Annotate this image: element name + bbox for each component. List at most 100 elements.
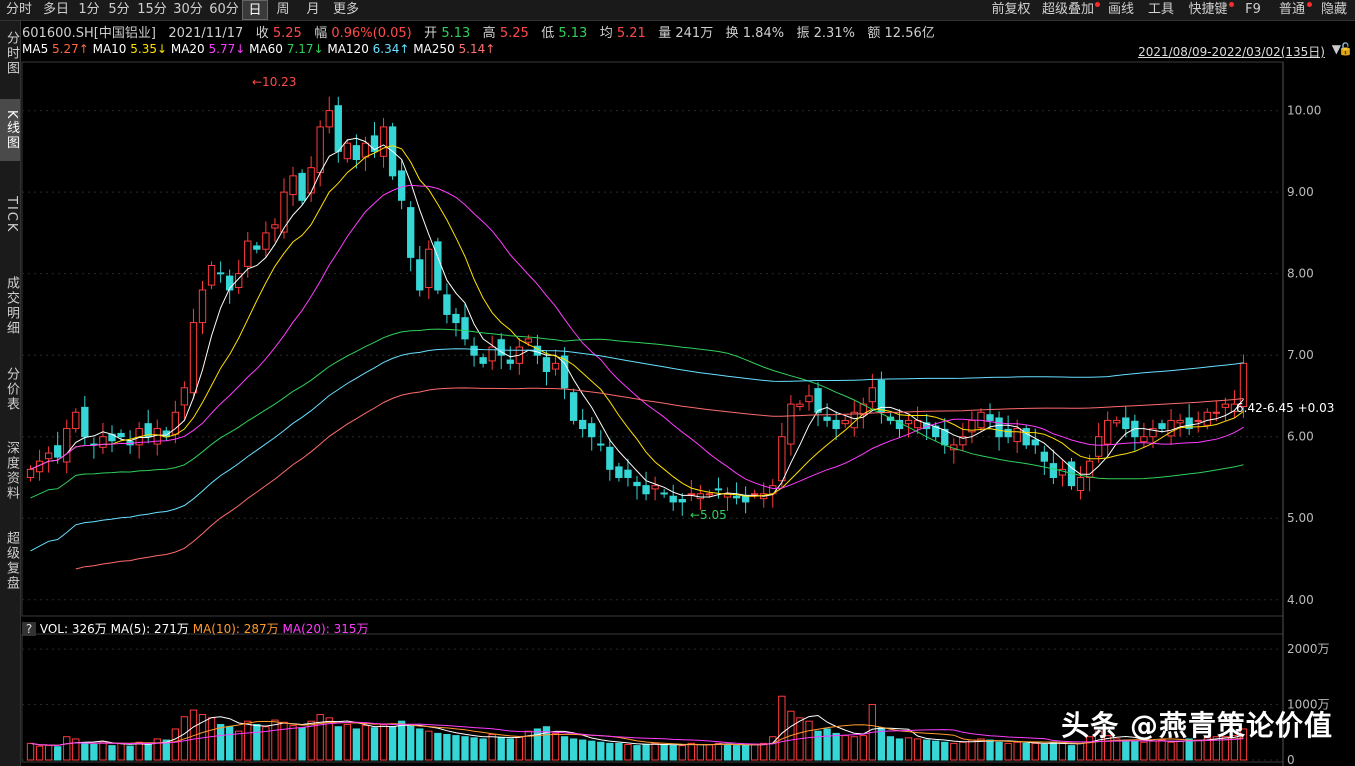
vol-ma20: MA(20): 315万 xyxy=(282,622,369,636)
period-6[interactable]: 60分 xyxy=(209,2,239,17)
volume-bar xyxy=(90,743,98,761)
volume-bar xyxy=(1185,738,1193,761)
candle-body xyxy=(597,443,605,446)
volume-bar xyxy=(216,724,225,761)
notify-dot xyxy=(1095,2,1100,7)
close-value: 5.25 xyxy=(272,26,302,41)
candle-body xyxy=(805,395,813,403)
help-icon[interactable]: ? xyxy=(22,622,36,636)
volume-bar xyxy=(1203,737,1211,761)
candle-body xyxy=(579,419,587,430)
period-5[interactable]: 30分 xyxy=(173,2,203,17)
vol-ma10: MA(10): 287万 xyxy=(192,622,279,636)
side-tab-5[interactable]: 深度资料 xyxy=(4,441,19,501)
period-7[interactable]: 日 xyxy=(242,0,268,20)
side-tab-0[interactable]: 分时图 xyxy=(4,30,19,76)
period-2[interactable]: 1分 xyxy=(78,2,100,17)
candle-body xyxy=(1239,362,1248,408)
side-tab-3[interactable]: 成交明细 xyxy=(4,276,19,336)
volume-bar xyxy=(443,733,451,761)
toolbar-right-7[interactable]: 隐藏 xyxy=(1320,2,1347,17)
toolbar-right-2[interactable]: 画线 xyxy=(1107,2,1134,17)
price-tick-3: 7.00 xyxy=(1287,348,1314,362)
volume-bar xyxy=(388,726,397,761)
volume-bar xyxy=(253,724,261,761)
ma-line-2 xyxy=(30,184,1244,490)
toolbar-right-3[interactable]: 工具 xyxy=(1147,2,1174,17)
high-annotation: ←10.23 xyxy=(252,75,296,89)
volume-bar xyxy=(479,738,487,761)
side-tab-1[interactable]: K线图 xyxy=(0,99,20,161)
period-0[interactable]: 分时 xyxy=(5,2,32,17)
volume-bar xyxy=(334,726,342,761)
date-range[interactable]: 2021/08/09-2022/03/02(135日) xyxy=(1138,45,1325,59)
candle-body xyxy=(569,392,578,421)
volume-bar xyxy=(434,732,442,761)
volume-bar xyxy=(54,746,62,761)
quote-bar: 601600.SH[中国铝业] 2021/11/17 收 5.25 幅 0.96… xyxy=(22,22,935,41)
candle-body xyxy=(1022,428,1030,446)
toolbar-right-5[interactable]: F9 xyxy=(1245,2,1261,17)
watermark: 头条 @燕青策论价值 xyxy=(1061,709,1333,742)
period-1[interactable]: 多日 xyxy=(42,2,69,17)
period-3[interactable]: 5分 xyxy=(108,2,130,17)
candle-body xyxy=(705,493,714,496)
candle-body xyxy=(207,265,216,286)
candle-body xyxy=(1049,463,1058,478)
side-tab-2[interactable]: TICK xyxy=(4,196,19,234)
side-tab-4[interactable]: 分价表 xyxy=(4,366,19,412)
volume-bar xyxy=(488,733,496,761)
vol-total: VOL: 326万 xyxy=(39,622,107,636)
ma-line-5 xyxy=(75,387,1244,570)
period-8[interactable]: 周 xyxy=(276,2,290,17)
volume-bar xyxy=(497,737,505,761)
toolbar-right-4[interactable]: 快捷键 xyxy=(1188,2,1228,17)
candle-body xyxy=(343,142,352,160)
ma-label-1: MA10 xyxy=(92,42,131,56)
volume-bar xyxy=(687,742,695,761)
stock-code[interactable]: 601600.SH[中国铝业] xyxy=(22,26,156,41)
period-4[interactable]: 15分 xyxy=(137,2,167,17)
low-value: 5.13 xyxy=(558,26,588,41)
toolbar-right-0[interactable]: 前复权 xyxy=(991,2,1031,17)
low-annotation: ←5.05 xyxy=(690,508,727,522)
period-10[interactable]: 更多 xyxy=(332,2,359,17)
candle-body xyxy=(886,416,895,421)
candle-body xyxy=(560,355,569,389)
ma-value-4: 6.34↑ xyxy=(372,42,414,56)
candle-body xyxy=(434,241,442,291)
candle-body xyxy=(26,468,35,478)
volume-bar xyxy=(63,736,71,761)
side-tab-6[interactable]: 超级复盘 xyxy=(4,531,19,591)
vol-value: 241万 xyxy=(675,26,714,41)
toolbar-right-6[interactable]: 普通 xyxy=(1278,2,1305,17)
candle-body xyxy=(986,414,994,421)
volume-bar xyxy=(696,743,705,761)
volume-bar xyxy=(941,741,949,761)
change-label: 幅 xyxy=(314,26,328,41)
volume-bar xyxy=(524,730,533,761)
volume-bar xyxy=(1158,739,1166,761)
period-9[interactable]: 月 xyxy=(306,2,320,17)
candle-body xyxy=(687,493,695,496)
toolbar-right-1[interactable]: 超级叠加 xyxy=(1041,2,1094,17)
volume-bar xyxy=(126,745,134,761)
range-dropdown-icon[interactable]: ▼ xyxy=(1331,42,1341,56)
volume-bar xyxy=(651,742,659,761)
volume-bar xyxy=(968,739,976,761)
volume-bar xyxy=(769,736,777,761)
volume-bar xyxy=(452,735,460,761)
price-tick-6: 10.00 xyxy=(1287,104,1321,118)
candle-body xyxy=(1004,428,1012,438)
volume-bar xyxy=(81,742,89,761)
amt-label: 额 xyxy=(867,26,881,41)
candle-body xyxy=(488,346,496,362)
candle-body xyxy=(1094,436,1103,457)
candle-body xyxy=(216,272,225,275)
lock-icon[interactable]: 🔓 xyxy=(1338,42,1353,56)
ma-line-1 xyxy=(30,145,1244,497)
ma-label-3: MA60 xyxy=(249,42,287,56)
volume-bar xyxy=(307,720,315,761)
candle-body xyxy=(633,481,641,487)
